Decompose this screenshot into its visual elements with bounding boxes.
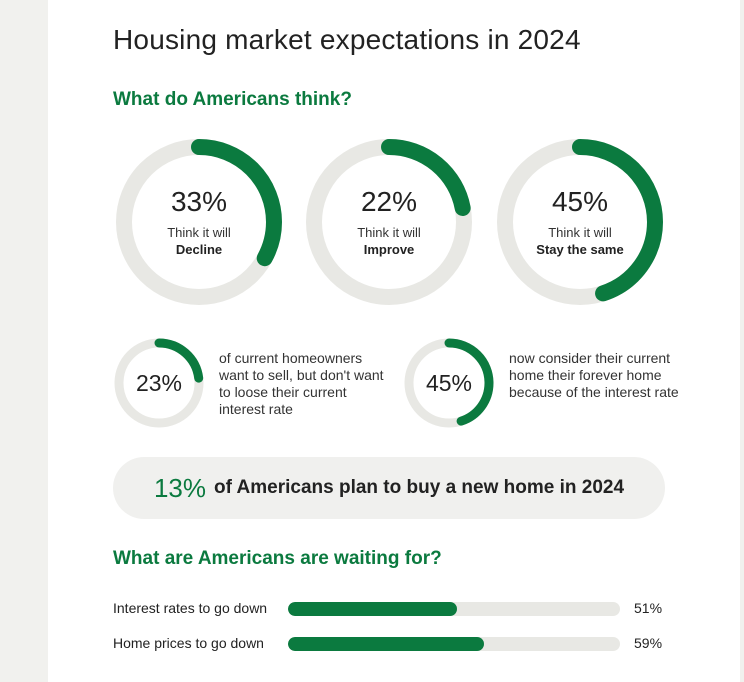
section-heading-waiting: What are Americans are waiting for?	[113, 548, 442, 569]
donut-decline-percent: 33%	[170, 186, 228, 217]
bar-value-interest-rates: 51%	[634, 600, 663, 616]
donut-decline-line1: Think it will	[167, 225, 231, 240]
donut-decline-line2: Decline	[175, 242, 223, 257]
bar-fill-interest-rates	[288, 602, 458, 616]
stat-forever-home-text: now consider their current home their fo…	[509, 350, 679, 400]
donut-decline-ring	[116, 139, 282, 305]
donut-improve: 22% Think it will Improve	[303, 136, 475, 308]
bar-fill-home-prices	[288, 637, 484, 651]
donut-improve-percent: 22%	[360, 186, 418, 217]
donut-improve-line1: Think it will	[357, 225, 421, 240]
donut-stay-same-percent: 45%	[551, 186, 609, 217]
bar-value-home-prices: 59%	[634, 635, 663, 651]
buy-home-callout: 13% of Americans plan to buy a new home …	[113, 457, 665, 519]
small-donut-want-to-sell: 23%	[113, 337, 205, 429]
small-donut-forever-home: 45%	[403, 337, 495, 429]
donut-improve-line2: Improve	[363, 242, 415, 257]
donut-stay-same-line2: Stay the same	[536, 242, 624, 257]
bar-label-home-prices: Home prices to go down	[113, 635, 264, 651]
callout-text: of Americans plan to buy a new home in 2…	[214, 477, 625, 498]
small-donut-forever-home-percent: 45%	[425, 369, 473, 396]
section-heading-think: What do Americans think?	[113, 89, 352, 110]
small-donut-want-to-sell-percent: 23%	[135, 369, 183, 396]
stat-want-to-sell-text: of current homeowners want to sell, but …	[219, 350, 384, 417]
bar-track-interest-rates	[288, 602, 620, 616]
bar-track-home-prices	[288, 637, 620, 651]
small-donut-forever-home-ring	[404, 338, 494, 428]
page-title: Housing market expectations in 2024	[113, 24, 581, 55]
donut-stay-same-ring	[497, 139, 663, 305]
small-donut-want-to-sell-ring	[114, 338, 204, 428]
donut-stay-same-line1: Think it will	[548, 225, 612, 240]
bar-label-interest-rates: Interest rates to go down	[113, 600, 268, 616]
donut-stay-same: 45% Think it will Stay the same	[494, 136, 666, 308]
donut-decline: 33% Think it will Decline	[113, 136, 285, 308]
donut-improve-ring	[306, 139, 472, 305]
callout-percent: 13%	[153, 472, 207, 503]
